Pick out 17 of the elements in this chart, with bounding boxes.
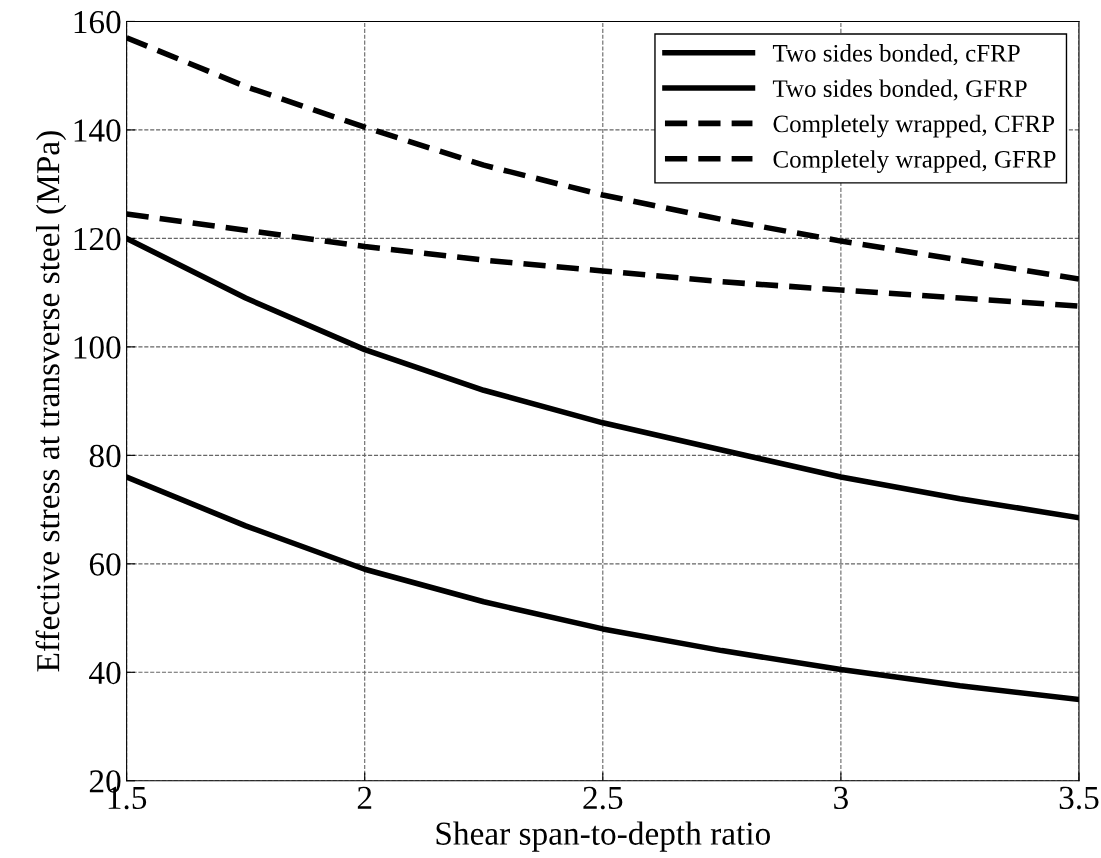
y-tick-label: 40 — [89, 661, 121, 685]
y-tick-label: 120 — [74, 227, 121, 251]
y-tick-label: 140 — [74, 119, 121, 142]
x-tick-label: 3 — [834, 786, 848, 810]
x-tick-label: 2 — [357, 786, 372, 809]
legend-label: Two sides bonded, GFRP — [772, 79, 1027, 101]
x-axis-title: Shear span-to-depth ratio — [436, 821, 770, 852]
y-tick-label: 60 — [89, 553, 121, 576]
y-tick-label: 160 — [74, 10, 121, 34]
y-axis-title: Effective stress at transverse steel (MPa) — [35, 131, 67, 672]
legend-label: Completely wrapped, CFRP — [773, 114, 1055, 138]
x-tick-label: 3.5 — [1059, 786, 1099, 810]
x-tick-label: 2.5 — [583, 786, 623, 810]
legend-label: Two sides bonded, cFRP — [772, 44, 1020, 66]
y-tick-label: 80 — [89, 444, 121, 468]
y-tick-label: 100 — [74, 336, 121, 359]
legend-label: Completely wrapped, GFRP — [773, 150, 1056, 173]
